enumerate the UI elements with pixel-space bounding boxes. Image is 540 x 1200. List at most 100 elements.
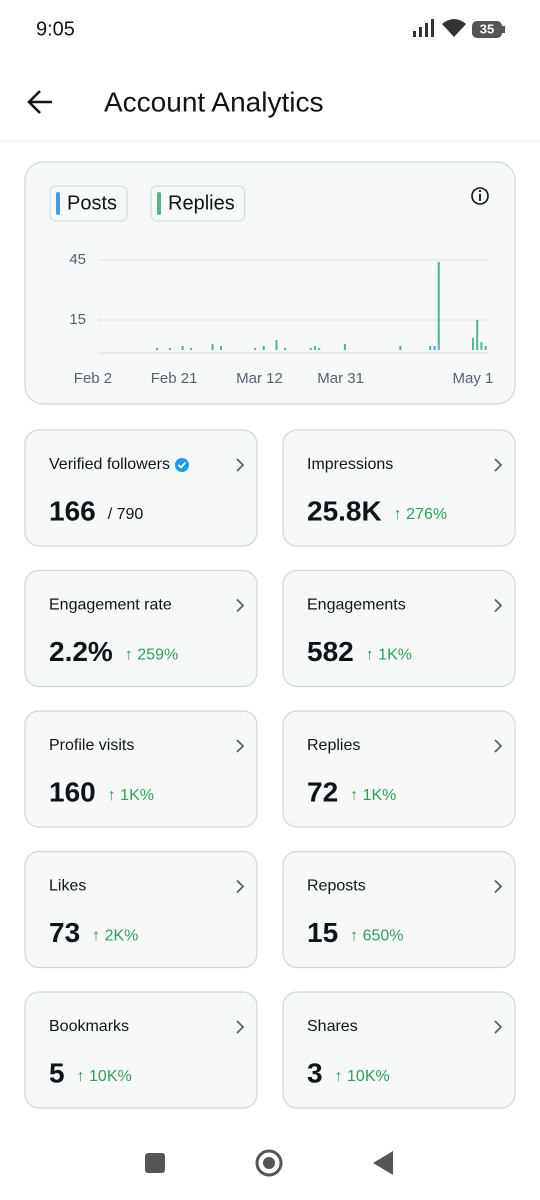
metric-change: ↑ 1K% (350, 787, 396, 804)
metric-label: Bookmarks (49, 1018, 129, 1035)
metric-change: ↑ 259% (125, 647, 178, 664)
metric-value: 3 (307, 1057, 323, 1088)
legend-swatch (157, 192, 162, 215)
metric-change: ↑ 10K% (335, 1068, 390, 1085)
metric-change: ↑ 2K% (92, 928, 138, 945)
chevron (236, 598, 245, 613)
bar (476, 320, 479, 350)
metric-change: ↑ 650% (350, 928, 403, 945)
metric-card[interactable] (24, 991, 258, 1109)
metric-card[interactable] (24, 850, 258, 969)
metric-value: 15 (307, 917, 338, 948)
x-tick-label: May 1 (452, 370, 493, 387)
chevron (236, 739, 245, 753)
metric-change: ↑ 1K% (366, 647, 412, 664)
metric-value: 2.2% (49, 636, 113, 667)
metric-label: Engagement rate (49, 597, 172, 614)
bar (313, 346, 316, 350)
legend-swatch (56, 192, 60, 215)
battery-level: 35 (480, 21, 494, 36)
x-tick-label: Mar 12 (236, 370, 283, 387)
metric-label: Replies (307, 737, 360, 754)
metric-card[interactable] (282, 991, 516, 1109)
bar (254, 348, 257, 350)
bar (429, 346, 432, 350)
bar (433, 346, 436, 350)
bar (181, 346, 184, 350)
chart-card (24, 161, 516, 405)
info-icon[interactable] (471, 187, 489, 205)
legend-chip[interactable] (49, 185, 128, 222)
legend-label: Posts (67, 192, 117, 214)
info-icon-dot (478, 189, 482, 193)
metric-change: ↑ 10K% (77, 1068, 132, 1085)
x-tick-label: Mar 31 (317, 370, 364, 387)
bar (318, 348, 321, 350)
metric-card[interactable] (282, 850, 516, 969)
metric-card[interactable] (24, 429, 258, 547)
metric-change: / 790 (108, 506, 144, 523)
bar (471, 338, 474, 350)
metric-value: 25.8K (307, 495, 382, 526)
nav-recents[interactable] (145, 1153, 165, 1173)
metric-card[interactable] (282, 710, 516, 828)
chevron (494, 458, 503, 472)
x-tick-label: Feb 21 (151, 370, 198, 387)
bar (275, 340, 278, 350)
metric-card[interactable] (282, 429, 516, 547)
chevron (494, 879, 503, 894)
metric-label: Engagements (307, 597, 406, 614)
chevron (494, 1020, 503, 1034)
metric-value: 166 (49, 495, 96, 526)
page-title: Account Analytics (104, 86, 323, 117)
bar (168, 348, 171, 350)
legend-label: Replies (168, 192, 235, 214)
chevron (494, 739, 503, 753)
chevron (236, 879, 245, 894)
metric-label: Impressions (307, 456, 393, 473)
bar (220, 346, 223, 350)
nav-home[interactable] (255, 1149, 283, 1177)
metric-value: 72 (307, 776, 338, 807)
y-tick-label: 45 (69, 251, 86, 268)
metric-label: Shares (307, 1018, 358, 1035)
bar (156, 348, 159, 350)
chevron (236, 1020, 245, 1034)
bar (484, 346, 487, 350)
x-tick-label: Feb 2 (74, 370, 112, 387)
bar (190, 348, 193, 350)
metric-change: ↑ 276% (394, 506, 447, 523)
nav-home-dot (263, 1157, 275, 1169)
metric-card[interactable] (282, 569, 516, 688)
legend-chip[interactable] (150, 185, 246, 222)
metric-label: Likes (49, 878, 86, 895)
metric-value: 582 (307, 636, 354, 667)
metric-label: Verified followers (49, 456, 170, 473)
chevron (236, 458, 245, 472)
bar (437, 262, 440, 350)
chevron (494, 598, 503, 613)
metric-label: Profile visits (49, 737, 134, 754)
bar (343, 344, 346, 350)
metric-label: Reposts (307, 878, 366, 895)
metric-change: ↑ 1K% (108, 787, 154, 804)
nav-bar (145, 1149, 393, 1177)
metric-value: 73 (49, 917, 80, 948)
bar (262, 346, 265, 350)
status-icons (413, 19, 505, 38)
bar (399, 346, 402, 350)
metric-card[interactable] (24, 569, 258, 688)
bar (284, 348, 287, 350)
back-button[interactable] (27, 90, 52, 114)
verified-check (177, 461, 187, 469)
metric-value: 5 (49, 1057, 65, 1088)
metric-value: 160 (49, 776, 96, 807)
metric-card[interactable] (24, 710, 258, 828)
bar (309, 348, 312, 350)
verified-badge (174, 458, 189, 472)
nav-back[interactable] (373, 1151, 393, 1175)
bar (480, 342, 483, 350)
bar (211, 344, 214, 350)
